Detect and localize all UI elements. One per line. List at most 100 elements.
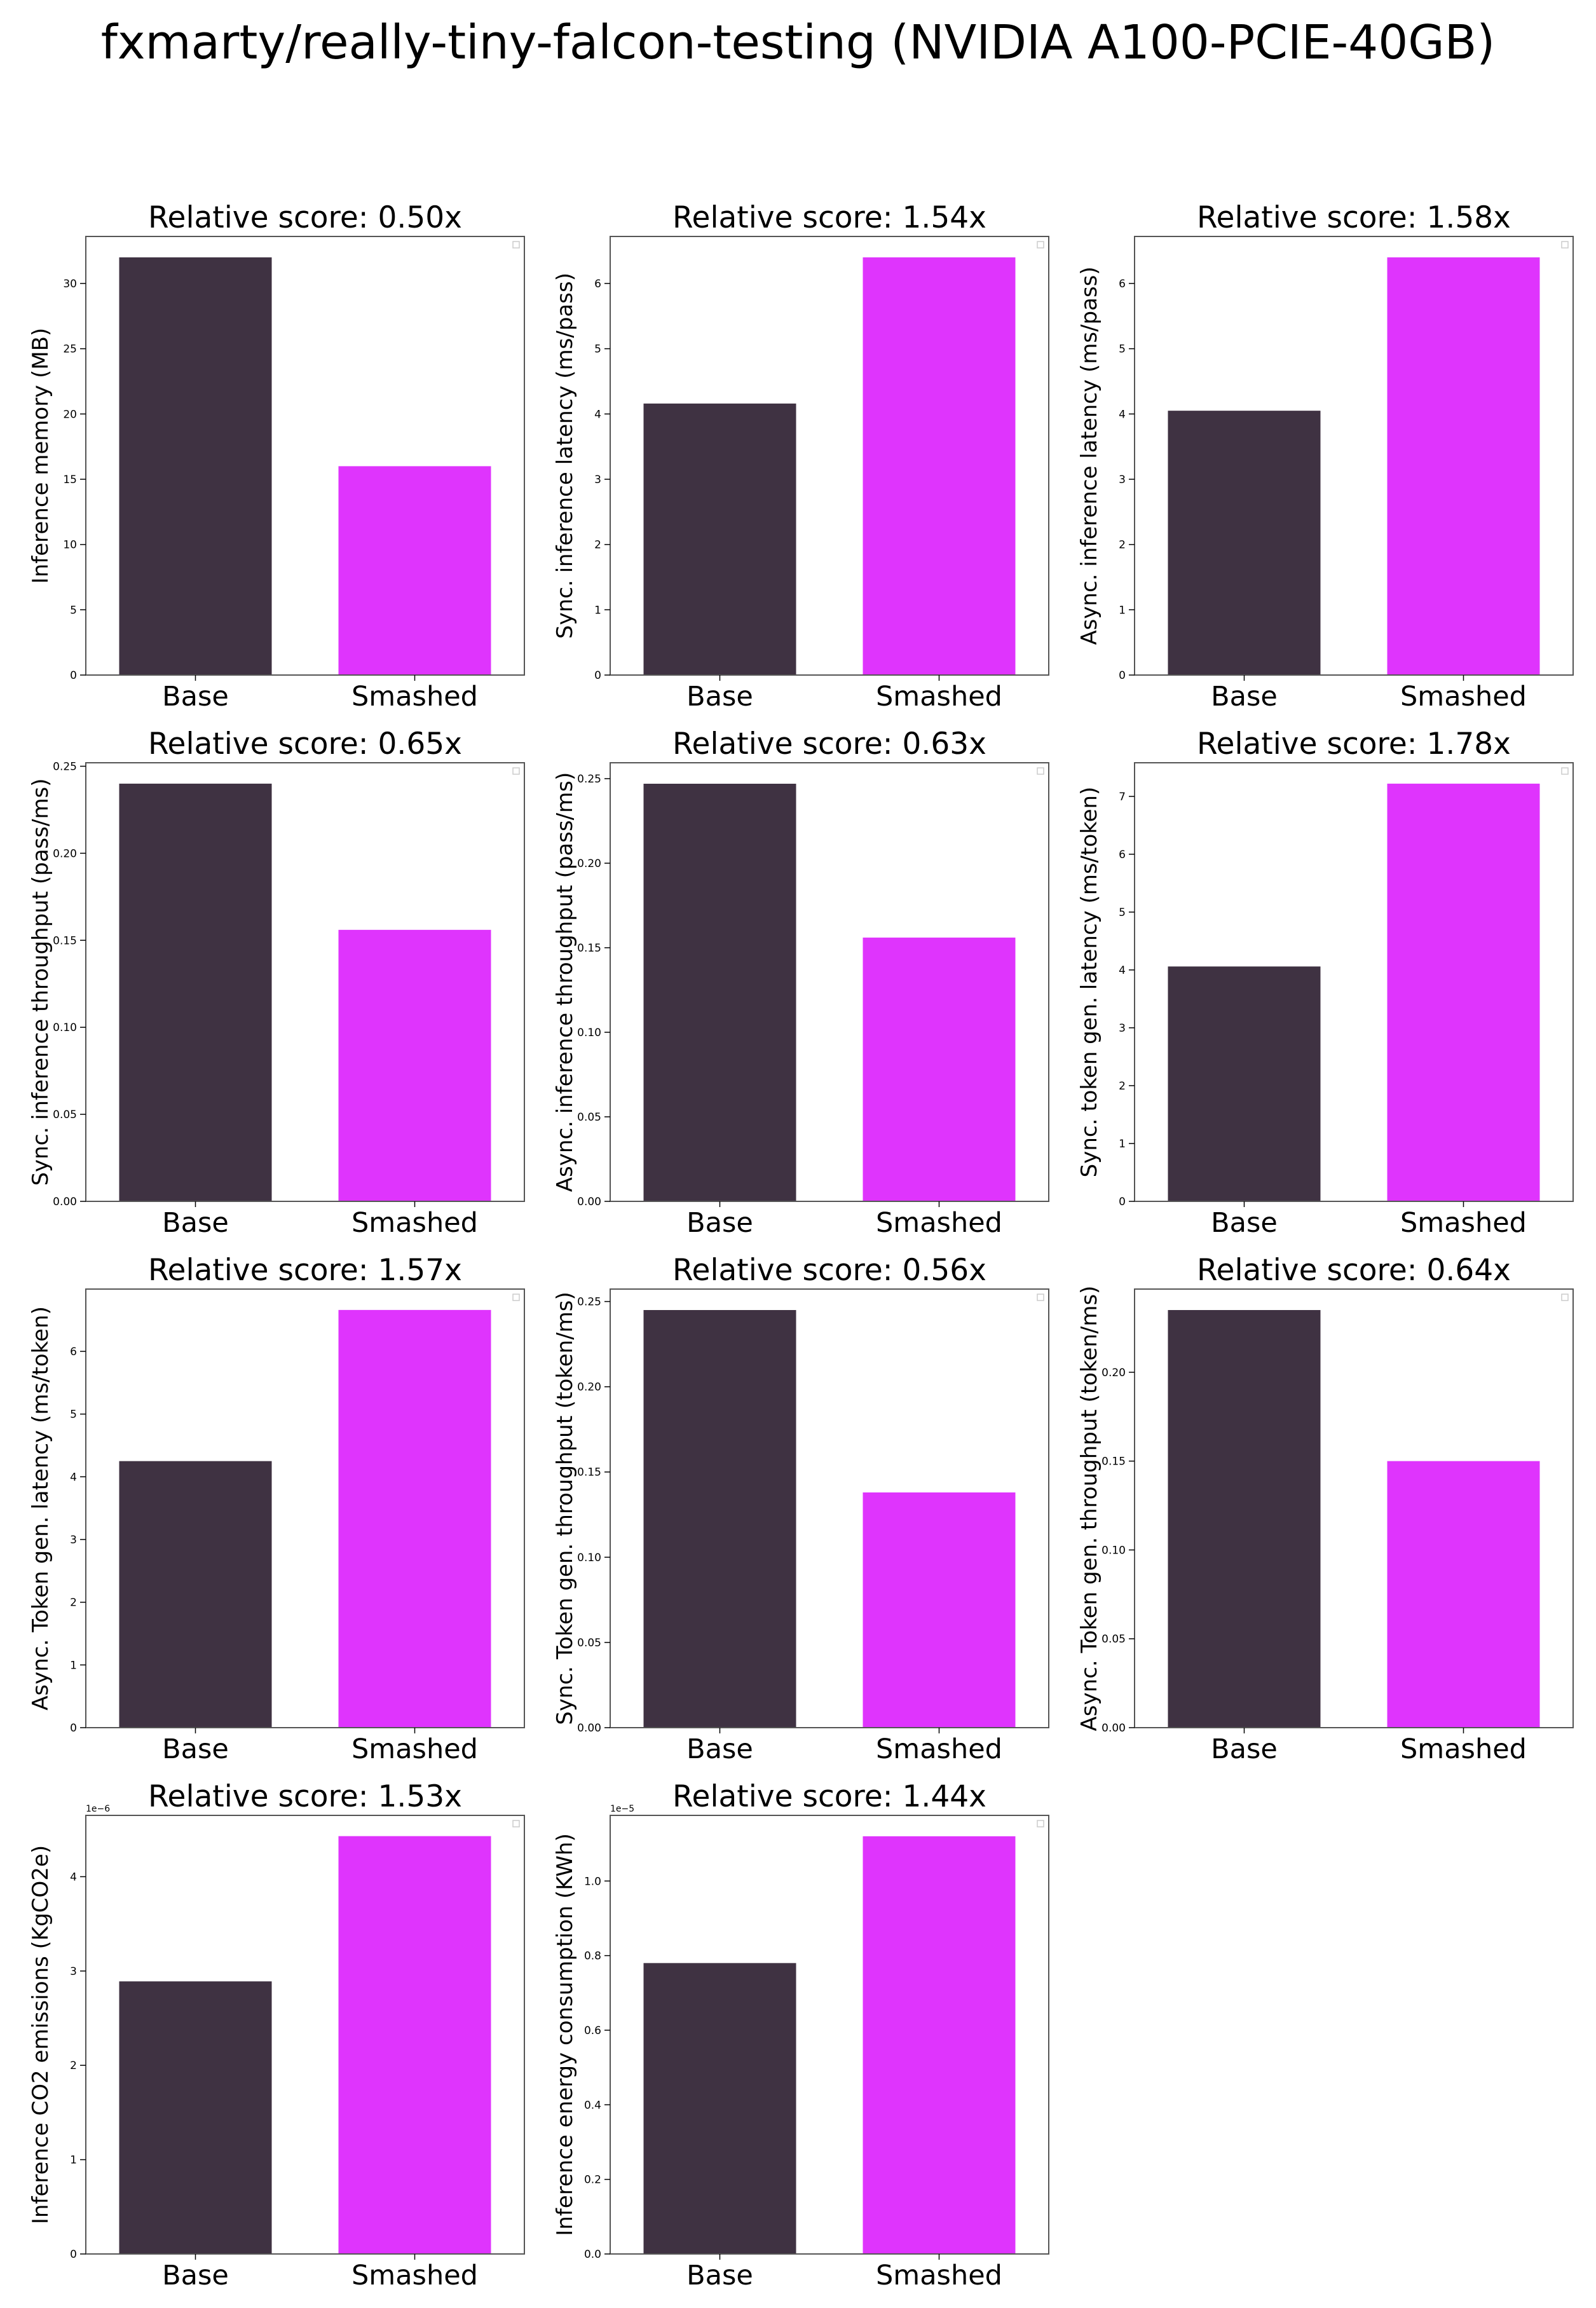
x-tick-label: Smashed: [1400, 1207, 1527, 1239]
x-tick-label: Smashed: [876, 2260, 1002, 2291]
x-tick-label: Smashed: [1400, 681, 1527, 713]
legend-marker: [1037, 1820, 1044, 1827]
bar-base: [1168, 1309, 1321, 1728]
bar-smashed: [1387, 783, 1540, 1201]
bar-base: [119, 783, 272, 1201]
legend-marker: [512, 1820, 520, 1827]
bar-smashed: [863, 257, 1016, 675]
x-tick-label: Base: [162, 1733, 229, 1765]
y-tick-label: 1: [1119, 1138, 1126, 1151]
legend-marker: [1037, 767, 1044, 775]
y-tick-label: 0: [70, 1722, 77, 1735]
y-axis-label: Inference CO2 emissions (KgCO2e): [28, 1845, 53, 2224]
bar-base: [1168, 411, 1321, 675]
y-axis-label: Async. inference latency (ms/pass): [1077, 266, 1102, 645]
x-tick-label: Base: [686, 1207, 753, 1239]
legend-marker: [1561, 767, 1569, 775]
x-tick-label: Base: [686, 681, 753, 713]
y-axis-exponent: 1e−6: [86, 1804, 110, 1814]
bar-smashed: [1387, 1461, 1540, 1728]
y-tick-label: 0.8: [584, 1950, 601, 1963]
y-tick-label: 25: [63, 343, 77, 356]
bar-smashed: [338, 1836, 491, 2254]
bar-base: [119, 257, 272, 675]
y-tick-label: 4: [1119, 964, 1126, 977]
y-tick-label: 0.05: [53, 1109, 77, 1121]
y-tick-label: 0.05: [1102, 1633, 1126, 1646]
bar-base: [643, 1963, 796, 2254]
y-tick-label: 1.0: [584, 1875, 601, 1888]
legend-marker: [512, 1294, 520, 1301]
plot-frame: [1134, 236, 1574, 676]
y-tick-label: 6: [594, 278, 601, 290]
x-tick-label: Base: [162, 1207, 229, 1239]
x-tick-label: Base: [686, 2260, 753, 2291]
bar-smashed: [338, 929, 491, 1201]
y-axis-exponent: 1e−5: [610, 1804, 634, 1814]
x-tick-label: Base: [1211, 1733, 1278, 1765]
y-tick-label: 0.00: [577, 1722, 601, 1735]
legend-marker: [1561, 1294, 1569, 1301]
bar-base: [643, 1309, 796, 1728]
y-tick-label: 4: [70, 1871, 77, 1883]
subplot-title: Relative score: 1.57x: [148, 1253, 462, 1288]
bar-base: [643, 783, 796, 1201]
y-axis-label: Sync. inference throughput (pass/ms): [28, 778, 53, 1185]
plot-frame: [1134, 1288, 1574, 1728]
y-tick-label: 3: [1119, 1022, 1126, 1035]
y-tick-label: 3: [70, 1534, 77, 1547]
y-tick-label: 5: [70, 1409, 77, 1421]
y-axis-label: Inference memory (MB): [28, 328, 53, 584]
y-tick-label: 1: [1119, 604, 1126, 617]
y-tick-label: 7: [1119, 791, 1126, 803]
y-tick-label: 3: [70, 1965, 77, 1978]
x-tick-label: Base: [1211, 681, 1278, 713]
y-tick-label: 0.10: [53, 1021, 77, 1034]
y-tick-label: 0.20: [577, 1381, 601, 1394]
x-tick-label: Smashed: [876, 1207, 1002, 1239]
y-tick-label: 2: [594, 539, 601, 552]
y-axis-label: Inference energy consumption (KWh): [552, 1833, 578, 2236]
x-tick-label: Base: [686, 1733, 753, 1765]
plot-frame: [610, 762, 1049, 1202]
y-tick-label: 4: [70, 1471, 77, 1484]
y-tick-label: 15: [63, 474, 77, 486]
y-tick-label: 0.4: [584, 2099, 601, 2112]
bar-base: [119, 1981, 272, 2254]
y-tick-label: 0: [1119, 669, 1126, 682]
legend-marker: [1561, 241, 1569, 249]
figure-title: fxmarty/really-tiny-falcon-testing (NVID…: [100, 15, 1496, 70]
y-tick-label: 0.05: [577, 1111, 601, 1124]
y-tick-label: 1: [70, 1659, 77, 1672]
y-tick-label: 5: [70, 604, 77, 617]
legend-marker: [1037, 1294, 1044, 1301]
y-tick-label: 1: [594, 604, 601, 617]
y-tick-label: 6: [70, 1346, 77, 1358]
y-tick-label: 20: [63, 408, 77, 421]
x-tick-label: Smashed: [351, 681, 478, 713]
y-tick-label: 0.10: [577, 1027, 601, 1039]
y-tick-label: 2: [1119, 539, 1126, 552]
y-tick-label: 0.20: [1102, 1367, 1126, 1379]
x-tick-label: Smashed: [351, 1733, 478, 1765]
y-axis-label: Async. inference throughput (pass/ms): [552, 772, 578, 1192]
y-tick-label: 0.2: [584, 2174, 601, 2187]
subplot-title: Relative score: 0.65x: [148, 727, 462, 761]
subplot-title: Relative score: 0.63x: [672, 727, 986, 761]
y-axis-label: Sync. inference latency (ms/pass): [552, 273, 578, 639]
y-tick-label: 0.25: [577, 773, 601, 786]
x-tick-label: Base: [162, 681, 229, 713]
y-tick-label: 0.25: [577, 1296, 601, 1309]
y-axis-label: Async. Token gen. throughput (token/ms): [1077, 1286, 1102, 1731]
x-tick-label: Smashed: [876, 1733, 1002, 1765]
y-tick-label: 30: [63, 278, 77, 290]
bar-smashed: [338, 1309, 491, 1728]
y-tick-label: 10: [63, 539, 77, 552]
y-tick-label: 0.0: [584, 2248, 601, 2261]
y-tick-label: 5: [594, 343, 601, 356]
y-tick-label: 1: [70, 2154, 77, 2167]
subplot-title: Relative score: 0.56x: [672, 1253, 986, 1288]
y-tick-label: 0.15: [577, 942, 601, 955]
y-axis-label: Sync. Token gen. throughput (token/ms): [552, 1292, 578, 1725]
